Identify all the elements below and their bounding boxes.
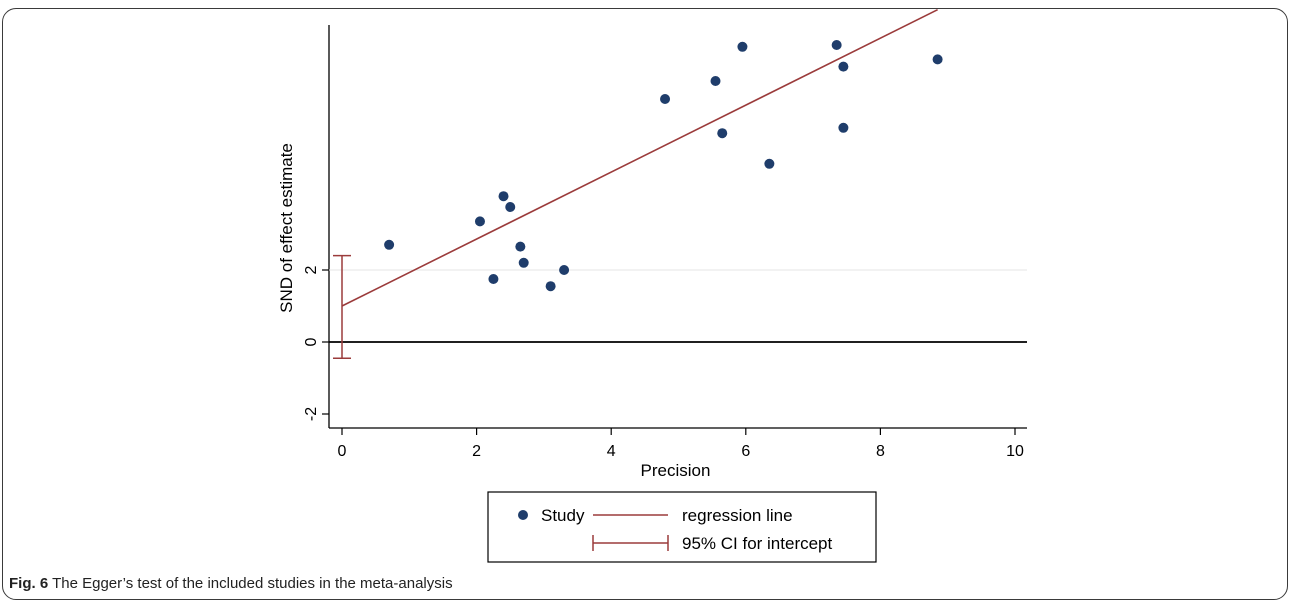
study-point xyxy=(488,274,499,284)
x-tick-label: 10 xyxy=(1006,443,1024,460)
legend-regression-label: regression line xyxy=(682,506,793,525)
y-tick-label: 2 xyxy=(303,265,320,274)
study-point xyxy=(559,265,570,275)
study-point xyxy=(710,76,721,86)
study-point xyxy=(831,40,842,50)
study-point xyxy=(764,158,775,169)
study-point xyxy=(838,61,849,72)
x-tick-label: 0 xyxy=(338,443,347,460)
y-tick-label: -2 xyxy=(303,407,320,421)
regression-line xyxy=(341,8,938,307)
study-point xyxy=(518,257,529,268)
x-tick-label: 6 xyxy=(741,443,750,460)
study-point xyxy=(505,202,516,212)
x-tick-label: 4 xyxy=(607,443,616,460)
caption-label: Fig. 6 xyxy=(9,575,49,592)
study-point xyxy=(838,122,849,133)
study-point xyxy=(932,54,943,65)
x-tick-label: 2 xyxy=(472,443,481,460)
study-point xyxy=(660,94,671,104)
legend-box xyxy=(487,491,877,563)
legend-study-marker xyxy=(518,510,528,520)
study-point xyxy=(737,41,748,52)
study-point xyxy=(384,239,395,250)
study-point xyxy=(515,241,526,252)
x-tick-label: 8 xyxy=(876,443,885,460)
figure-frame xyxy=(2,8,1288,600)
caption-text: The Egger’s test of the included studies… xyxy=(52,575,453,592)
y-tick-label: 0 xyxy=(303,337,320,346)
study-point xyxy=(545,281,556,292)
legend-study-label: Study xyxy=(541,506,585,525)
x-axis-title: Precision xyxy=(641,461,711,480)
y-axis-title: SND of effect estimate xyxy=(277,143,296,313)
figure-caption: Fig. 6 The Egger’s test of the included … xyxy=(9,575,453,592)
legend-ci-label: 95% CI for intercept xyxy=(682,534,833,553)
study-point xyxy=(717,128,728,139)
study-point xyxy=(498,191,509,202)
study-point xyxy=(474,216,485,227)
